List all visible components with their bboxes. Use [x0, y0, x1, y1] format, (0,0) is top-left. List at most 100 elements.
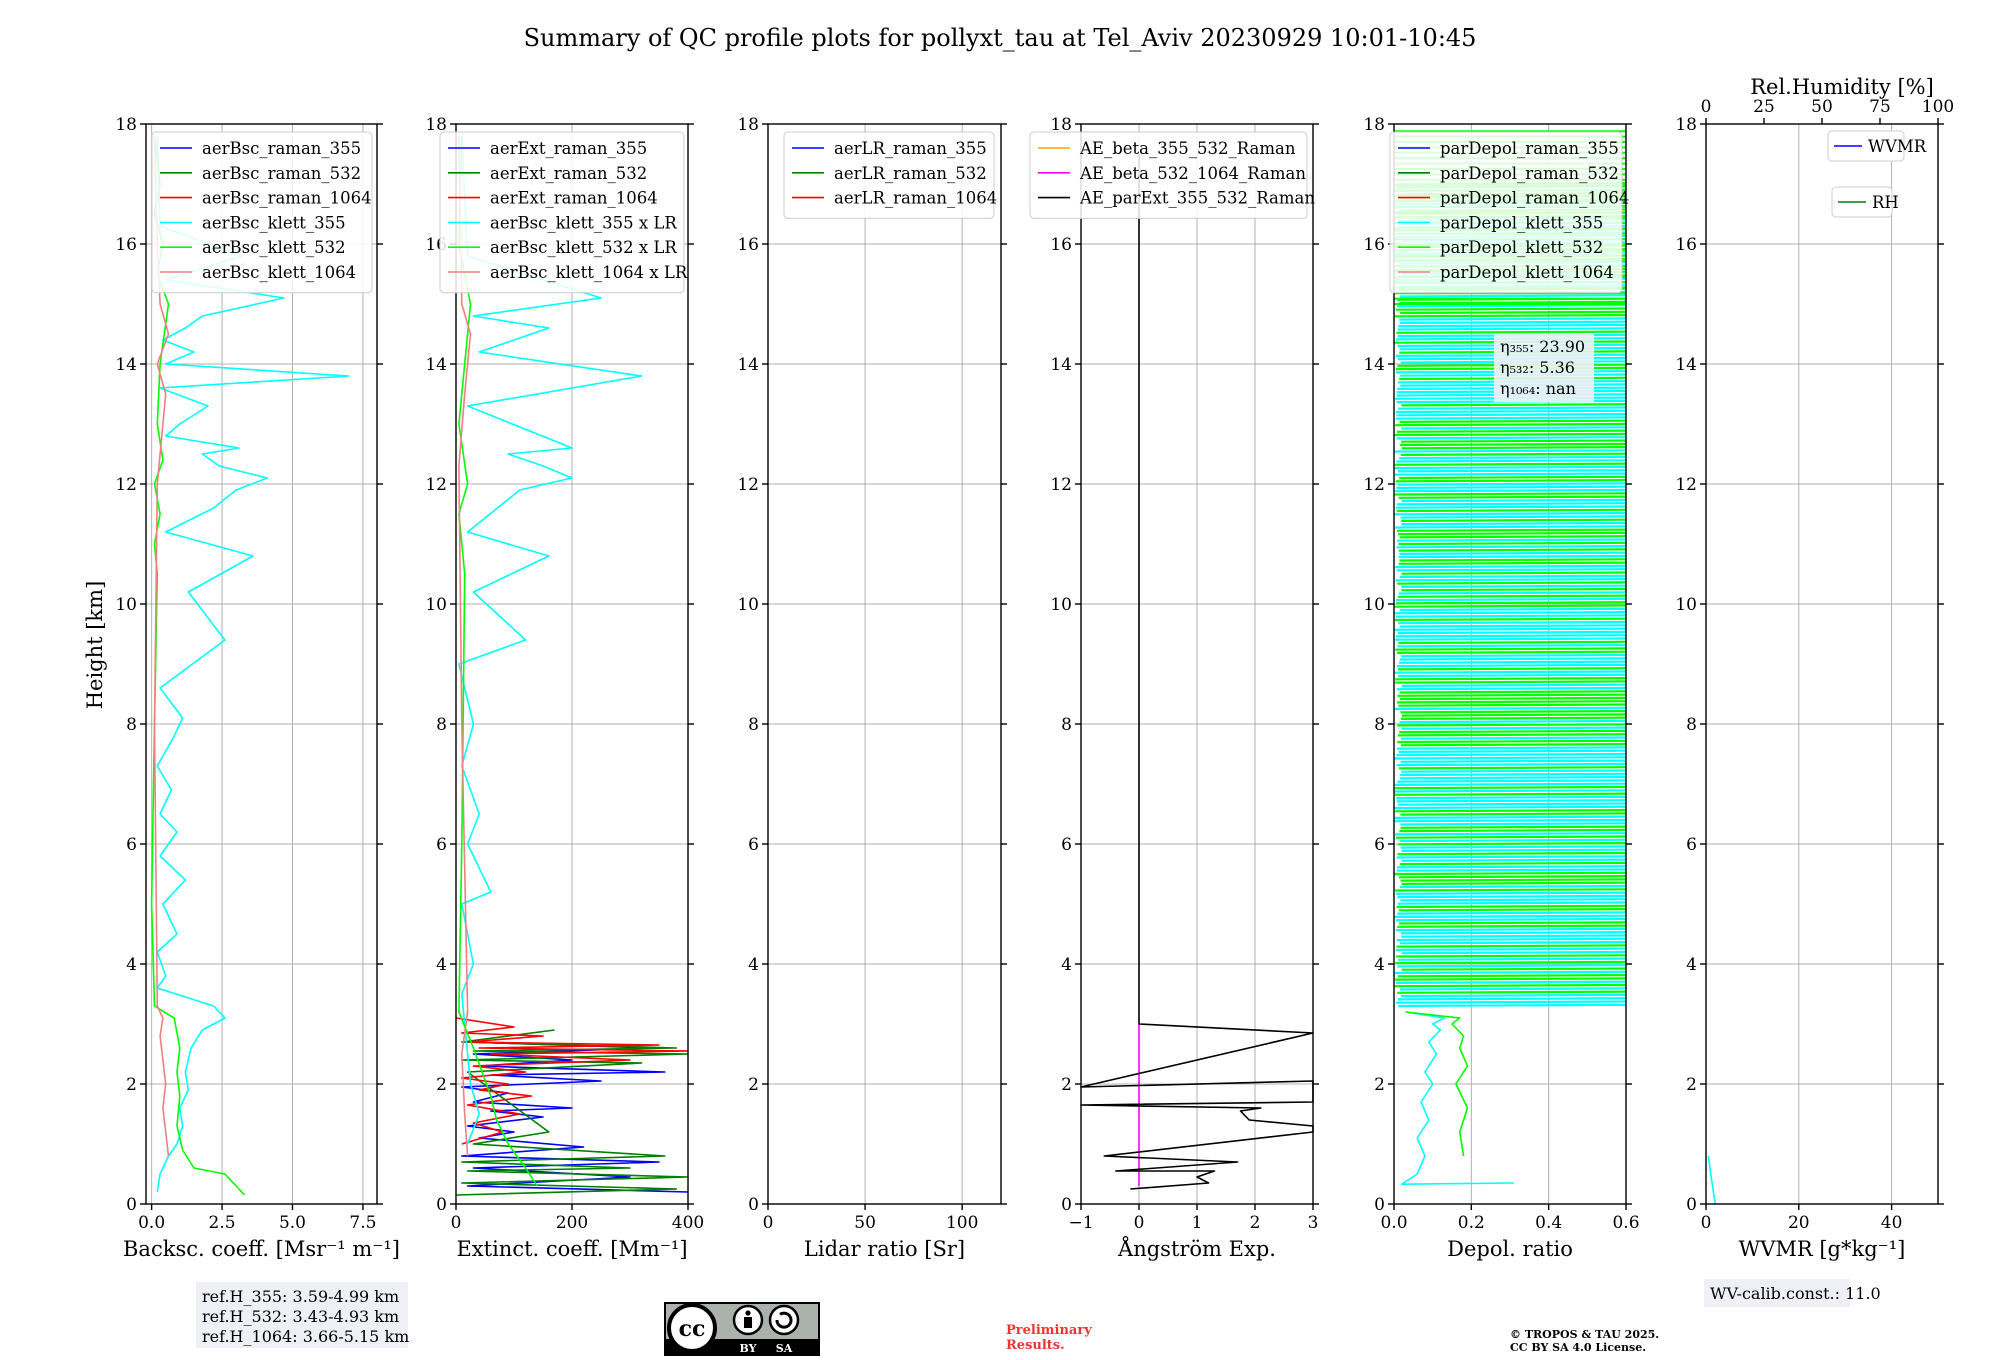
y-tick-label-6: 6	[436, 835, 447, 855]
cc-logo-text: cc	[679, 1316, 706, 1342]
depol-noise-segment	[1398, 673, 1627, 678]
y-tick-label-10: 10	[737, 595, 759, 615]
top-x-tick-label: 75	[1869, 97, 1891, 117]
depol-noise-segment	[1394, 314, 1627, 318]
depol-noise-segment	[1399, 921, 1627, 925]
x-tick-label: 0.0	[1380, 1213, 1407, 1233]
y-tick-label-0: 0	[1686, 1195, 1697, 1215]
legend-entry: aerLR_raman_532	[834, 164, 987, 183]
depol-noise-segment	[1396, 413, 1627, 417]
depol-noise-segment	[1400, 825, 1627, 829]
depol-noise-segment	[1399, 475, 1627, 480]
depol-noise-segment	[1398, 554, 1627, 559]
depol-noise-segment	[1394, 970, 1627, 975]
legend-entry: AE_beta_355_532_Raman	[1079, 139, 1296, 158]
legend-entry: parDepol_klett_532	[1440, 238, 1603, 257]
legend-entry: aerExt_raman_355	[490, 139, 647, 158]
sa-label: SA	[776, 1342, 793, 1355]
y-tick-label-0: 0	[126, 1195, 137, 1215]
x-tick-label: 40	[1881, 1213, 1903, 1233]
depol-noise-segment	[1396, 508, 1627, 513]
depol-noise-segment	[1397, 630, 1627, 635]
depol-noise-segment	[1394, 871, 1627, 876]
depol-noise-segment	[1395, 634, 1627, 638]
depol-noise-segment	[1395, 564, 1627, 569]
depol-noise-segment	[1399, 551, 1627, 556]
series-aerext-raman-1064	[455, 1017, 689, 1145]
y-tick-label-16: 16	[1363, 235, 1385, 255]
depol-noise-segment	[1396, 528, 1627, 532]
depol-noise-segment	[1396, 855, 1627, 859]
series-aerbsc-klett-1064-x-lr	[458, 135, 472, 1157]
legend-box	[439, 131, 685, 294]
depol-noise-segment	[1396, 304, 1627, 308]
y-axis-label: Height [km]	[83, 581, 107, 710]
depol-noise-segment	[1395, 416, 1627, 420]
x-axis-label-angstrom: Ångström Exp.	[1117, 1236, 1276, 1261]
depol-noise-segment	[1394, 432, 1627, 437]
depol-noise-segment	[1400, 878, 1627, 882]
depol-noise-segment	[1396, 937, 1627, 942]
depol-noise-segment	[1398, 620, 1627, 625]
x-tick-label: 0	[451, 1213, 462, 1233]
preliminary-line-2: Results.	[1006, 1338, 1065, 1353]
depol-noise-segment	[1399, 300, 1627, 305]
depol-noise-segment	[1399, 861, 1627, 866]
eta-value: η₁₀₆₄: nan	[1500, 379, 1576, 398]
depol-noise-segment	[1395, 680, 1627, 684]
depol-noise-segment	[1397, 911, 1627, 915]
x-axis-label-wvmr: WVMR [g*kg⁻¹]	[1739, 1237, 1906, 1261]
x-tick-label: 2.5	[209, 1213, 236, 1233]
depol-noise-segment	[1398, 957, 1627, 961]
depol-noise-segment	[1396, 601, 1627, 605]
depol-noise-segment	[1401, 716, 1627, 721]
cc-license-badge: cc BY SA	[664, 1302, 820, 1356]
depol-noise-segment	[1395, 960, 1627, 965]
depol-noise-segment	[1394, 511, 1627, 516]
depol-noise-segment	[1400, 931, 1627, 935]
y-tick-label-12: 12	[1675, 475, 1697, 495]
y-tick-label-2: 2	[748, 1075, 759, 1095]
legend-entry: WVMR	[1868, 137, 1927, 156]
depol-noise-segment	[1396, 502, 1627, 506]
series-aerbsc-klett-355	[156, 135, 350, 1193]
y-tick-label-4: 4	[748, 955, 759, 975]
y-tick-label-4: 4	[436, 955, 447, 975]
panel-lidar-ratio: 0 2 4 6 8 10 12 14 16 18 0 50 100 Lidar ratio [Sr] aer…	[737, 115, 1007, 1261]
depol-noise-segment	[1398, 749, 1627, 754]
depol-noise-segment	[1401, 881, 1627, 886]
sa-share-alike-icon	[768, 1304, 800, 1336]
depol-noise-segment	[1400, 310, 1627, 315]
depol-noise-segment	[1398, 561, 1627, 565]
depol-noise-segment	[1401, 498, 1627, 503]
y-tick-label-12: 12	[1050, 475, 1072, 495]
legend-entry: parDepol_raman_1064	[1440, 189, 1629, 208]
depol-noise-segment	[1397, 723, 1627, 727]
depol-noise-segment	[1397, 865, 1627, 869]
figure-title: Summary of QC profile plots for pollyxt_…	[524, 24, 1477, 52]
legend-box	[1029, 131, 1308, 219]
y-tick-label-18: 18	[1363, 115, 1385, 135]
legend-box	[1389, 131, 1623, 294]
y-tick-label-18: 18	[1050, 115, 1072, 135]
depol-noise-segment	[1397, 739, 1627, 744]
depol-noise-segment	[1395, 597, 1627, 602]
y-tick-label-4: 4	[1374, 955, 1385, 975]
depol-noise-segment	[1396, 436, 1627, 440]
legend-entry: parDepol_klett_355	[1440, 213, 1603, 232]
depol-noise-segment	[1397, 733, 1627, 737]
depol-noise-segment	[1398, 640, 1627, 645]
depol-noise-segment	[1396, 762, 1627, 767]
depol-noise-segment	[1401, 934, 1627, 938]
depol-noise-segment	[1396, 330, 1627, 334]
x-tick-label: 0	[1134, 1213, 1145, 1233]
x-tick-label: 20	[1788, 1213, 1810, 1233]
depol-noise-segment	[1398, 531, 1627, 536]
depol-noise-segment	[1396, 944, 1627, 948]
depol-noise-segment	[1395, 917, 1627, 922]
panel-depol: 0 2 4 6 8 10 12 14 16 18 0.0 0.2 0.4 0.6 Depol. ratio p…	[1363, 115, 1639, 1261]
depol-noise-segment	[1397, 327, 1627, 331]
depol-noise-segment	[1397, 901, 1627, 905]
